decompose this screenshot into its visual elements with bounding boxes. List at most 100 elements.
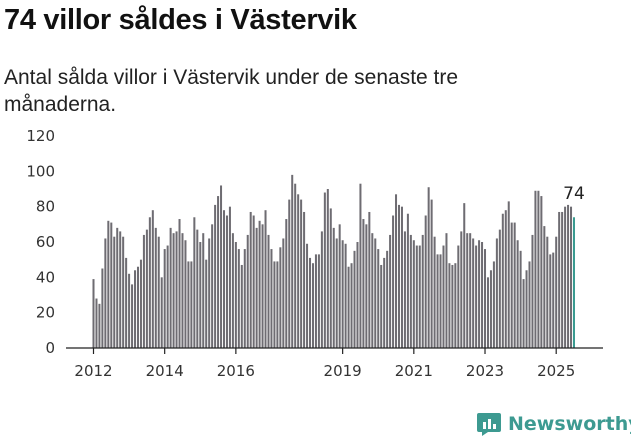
bar [211, 224, 214, 348]
newsworthy-chart-logo-icon [477, 413, 501, 436]
bar [365, 224, 368, 348]
bar [252, 215, 255, 348]
x-tick-label: 2014 [146, 362, 184, 380]
bar [116, 227, 119, 348]
bar [433, 236, 436, 348]
bar [217, 196, 220, 348]
bar [362, 219, 365, 348]
y-tick-label: 80 [36, 198, 55, 216]
bar [255, 227, 258, 348]
bar [463, 203, 466, 348]
bar [282, 238, 285, 348]
y-tick-label: 20 [36, 304, 55, 322]
bar [516, 240, 519, 348]
bar [567, 204, 570, 348]
bar [317, 254, 320, 348]
bar [145, 229, 148, 348]
bar [546, 236, 549, 348]
x-tick-label: 2016 [217, 362, 255, 380]
bar [223, 210, 226, 348]
bar [92, 279, 95, 348]
bar [478, 240, 481, 348]
bar [564, 206, 567, 348]
bar [380, 264, 383, 348]
bar [472, 238, 475, 348]
bar [561, 211, 564, 348]
bar [199, 242, 202, 348]
bar [228, 206, 231, 348]
bar [220, 185, 223, 348]
bar [208, 238, 211, 348]
y-tick-label: 60 [36, 233, 55, 251]
bar [451, 264, 454, 348]
bar [359, 183, 362, 348]
bar [570, 206, 573, 348]
bar [160, 277, 163, 348]
bar [178, 219, 181, 348]
bar [202, 233, 205, 348]
bar [353, 250, 356, 348]
bar [386, 250, 389, 348]
bar [552, 252, 555, 348]
bar [537, 190, 540, 348]
bar [486, 277, 489, 348]
bar [534, 190, 537, 348]
bar [424, 215, 427, 348]
x-tick-label: 2023 [466, 362, 504, 380]
bar [510, 222, 513, 348]
bar [374, 238, 377, 348]
bar [95, 298, 98, 348]
bar [400, 206, 403, 348]
newsworthy-logo[interactable]: Newsworthy [476, 409, 631, 439]
bar [291, 174, 294, 348]
bar [157, 236, 160, 348]
bar [397, 204, 401, 348]
bar [279, 247, 282, 348]
bar [392, 215, 395, 348]
bar [469, 233, 472, 348]
bar [389, 234, 392, 348]
bar [231, 233, 234, 348]
bar [131, 284, 134, 348]
bar [522, 279, 525, 348]
bar [350, 263, 353, 348]
chart-title: 74 villor såldes i Västervik [4, 4, 357, 36]
bar [504, 210, 507, 348]
bar [344, 243, 347, 348]
bar [175, 231, 178, 348]
bar [169, 227, 172, 348]
bar [439, 254, 442, 348]
bar [151, 210, 154, 348]
bar [549, 254, 552, 348]
bar [421, 234, 424, 348]
bar [122, 236, 125, 348]
bar [489, 270, 492, 348]
bar [300, 199, 303, 348]
bar [139, 259, 142, 348]
bar [341, 240, 344, 348]
bar [276, 261, 279, 348]
bar [214, 204, 217, 348]
bar [113, 236, 116, 348]
bar [294, 183, 297, 348]
y-tick-label: 0 [45, 339, 55, 357]
x-axis: 2012 2014 2016 2019 2021 2023 2025 [74, 348, 575, 380]
bar [332, 227, 335, 348]
bar [303, 211, 306, 348]
bar [196, 229, 199, 348]
bar [273, 261, 276, 348]
bar [498, 229, 501, 348]
bar [234, 242, 237, 348]
bar [154, 227, 157, 348]
bar [297, 194, 300, 348]
bar [225, 215, 228, 348]
bar [555, 236, 558, 348]
bar [475, 245, 478, 348]
bar [181, 233, 184, 348]
brand-name: Newsworthy [508, 413, 631, 435]
bar [184, 240, 187, 348]
bar [418, 245, 421, 348]
bar [501, 213, 504, 348]
y-tick-label: 120 [26, 127, 55, 145]
